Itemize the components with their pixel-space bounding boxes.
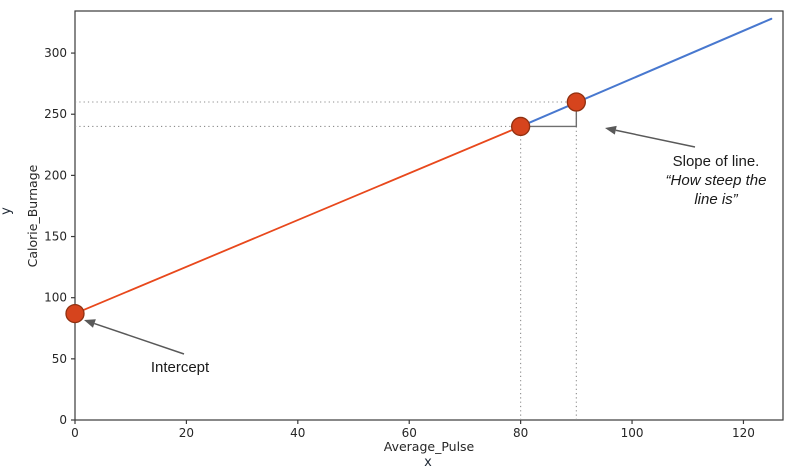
x-tick-label: 0 xyxy=(71,426,79,440)
data-point-0 xyxy=(65,303,85,324)
slope-label-text-line-0: Slope of line. xyxy=(673,153,760,170)
x-tick-label: 60 xyxy=(402,426,417,440)
y-tick-label: 250 xyxy=(44,107,67,121)
intercept-label-text-line-0: Intercept xyxy=(151,359,210,376)
x-tick-label: 100 xyxy=(621,426,644,440)
y-tick-label: 200 xyxy=(44,168,67,182)
line-segment-red xyxy=(74,125,522,315)
intercept-label-arrow-line xyxy=(94,322,185,355)
y-tick-label: 100 xyxy=(44,291,67,305)
x-tick-label: 40 xyxy=(290,426,305,440)
x-axis-label: Average_Pulse xyxy=(384,439,475,454)
x-tick-label: 80 xyxy=(513,426,528,440)
data-point-2 xyxy=(566,92,586,112)
y-tick-label: 0 xyxy=(59,413,67,427)
intercept-label-arrow-head xyxy=(84,319,96,328)
x-tick-label: 120 xyxy=(732,426,755,440)
y-tick-label: 150 xyxy=(44,230,67,244)
y-tick-label: 50 xyxy=(52,352,67,366)
plot-border xyxy=(74,10,784,421)
slope-label-arrow-head xyxy=(605,125,617,135)
slope-label-arrow-line xyxy=(615,129,696,148)
slope-label-text-line-2: line is” xyxy=(694,191,738,208)
y-axis-label: Calorie_Burnage xyxy=(25,164,40,267)
x-axis-outer-label: x xyxy=(424,455,432,470)
line-segment-blue xyxy=(519,17,773,128)
x-tick-label: 20 xyxy=(179,426,194,440)
y-tick-label: 300 xyxy=(44,46,67,60)
slope-label-text-line-1: “How steep the xyxy=(666,172,767,189)
y-axis-outer-label: y xyxy=(0,207,14,215)
data-point-1 xyxy=(510,116,531,137)
